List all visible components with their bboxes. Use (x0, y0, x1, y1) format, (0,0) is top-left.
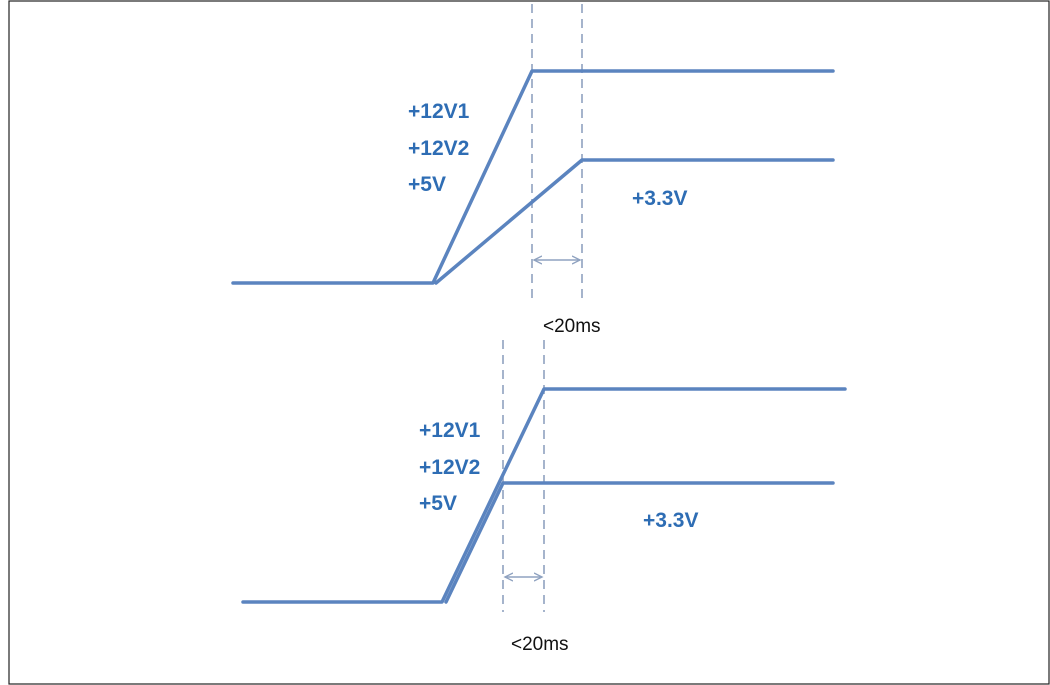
top-3v3-trace (434, 158, 835, 285)
bottom-rail-label-12v1: +12V1 (419, 419, 481, 442)
bottom-rail-label-3v3: +3.3V (643, 509, 698, 532)
top-timing-label: <20ms (543, 316, 601, 337)
bottom-diagram: +12V1 +12V2 +5V +3.3V <20ms (241, 340, 847, 655)
top-diagram: +12V1 +12V2 +5V +3.3V <20ms (231, 4, 835, 337)
top-12v-5v-trace (231, 69, 835, 285)
bottom-rail-label-5v: +5V (419, 492, 457, 515)
top-rail-label-5v: +5V (408, 173, 446, 196)
bottom-12v-5v-trace (241, 387, 847, 604)
top-rail-label-12v2: +12V2 (408, 137, 469, 160)
bottom-rail-label-12v2: +12V2 (419, 456, 480, 479)
top-rail-label-3v3: +3.3V (632, 187, 687, 210)
diagram-frame (8, 0, 1050, 685)
bottom-timing-label: <20ms (511, 634, 569, 655)
bottom-3v3-trace (444, 481, 835, 604)
top-rail-label-12v1: +12V1 (408, 100, 470, 123)
